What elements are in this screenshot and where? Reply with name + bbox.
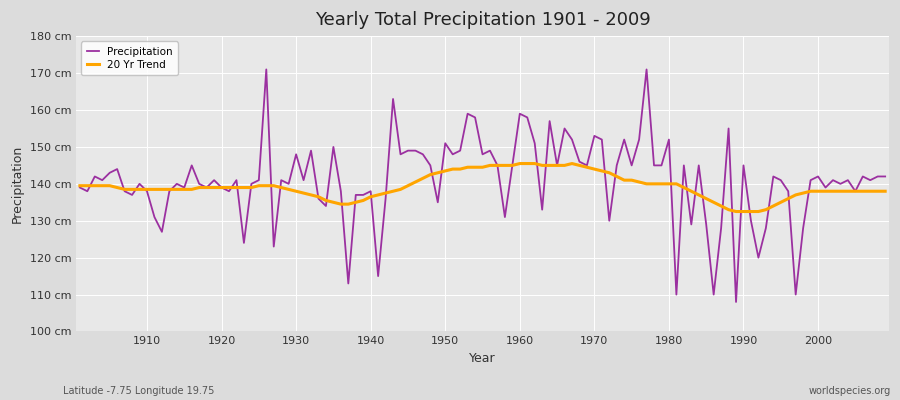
Precipitation xyxy=(522,115,533,120)
Precipitation xyxy=(731,300,742,304)
Precipitation xyxy=(75,185,86,190)
20 Yr Trend xyxy=(343,202,354,206)
20 Yr Trend xyxy=(298,191,309,196)
Y-axis label: Precipitation: Precipitation xyxy=(11,145,24,223)
20 Yr Trend xyxy=(522,161,533,166)
Precipitation xyxy=(350,192,361,197)
Legend: Precipitation, 20 Yr Trend: Precipitation, 20 Yr Trend xyxy=(81,42,178,75)
Precipitation xyxy=(134,182,145,186)
Precipitation xyxy=(880,174,891,179)
Precipitation xyxy=(611,163,622,168)
20 Yr Trend xyxy=(134,187,145,192)
Precipitation xyxy=(306,148,317,153)
20 Yr Trend xyxy=(515,161,526,166)
20 Yr Trend xyxy=(507,163,517,168)
20 Yr Trend xyxy=(731,209,742,214)
X-axis label: Year: Year xyxy=(469,352,496,365)
Line: 20 Yr Trend: 20 Yr Trend xyxy=(80,164,886,212)
Text: worldspecies.org: worldspecies.org xyxy=(809,386,891,396)
Line: Precipitation: Precipitation xyxy=(80,70,886,302)
20 Yr Trend xyxy=(75,183,86,188)
Precipitation xyxy=(261,67,272,72)
20 Yr Trend xyxy=(880,189,891,194)
Precipitation xyxy=(515,111,526,116)
20 Yr Trend xyxy=(611,174,622,179)
Text: Latitude -7.75 Longitude 19.75: Latitude -7.75 Longitude 19.75 xyxy=(63,386,214,396)
Title: Yearly Total Precipitation 1901 - 2009: Yearly Total Precipitation 1901 - 2009 xyxy=(315,11,651,29)
